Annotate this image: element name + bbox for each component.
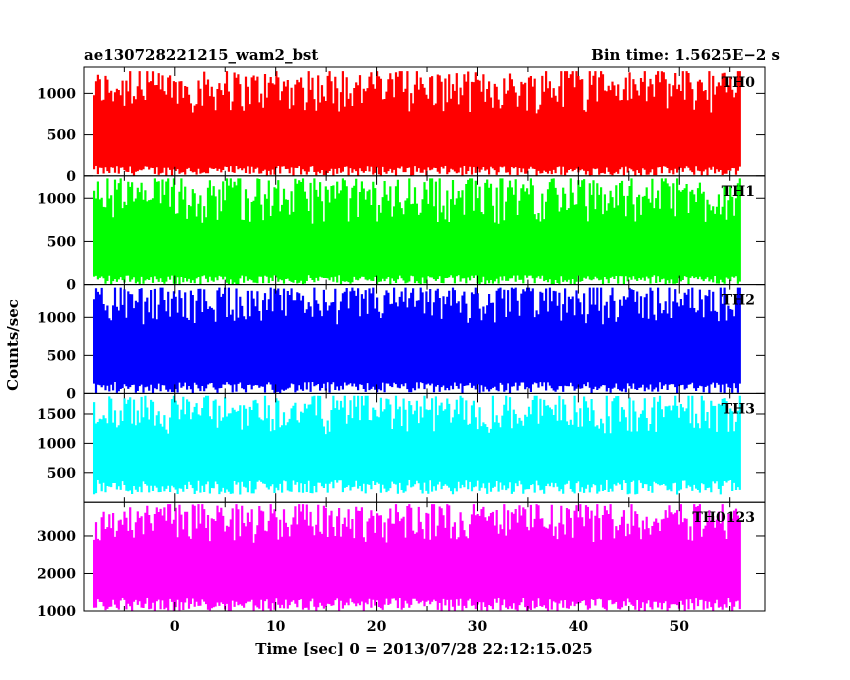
y-tick-label: 1000 [37,604,76,620]
panel-th0123: 1000 2000 3000 TH0123 0 10 20 30 40 50 [37,501,766,635]
y-tick-label: 500 [47,466,76,482]
panel-th3: 500 1000 1500 TH3 [37,392,766,503]
panel-label: TH0123 [692,510,755,526]
x-tick-label: 0 [170,619,180,635]
panel-th1: 0 500 1000 TH1 [37,175,766,294]
panel-label: TH0 [722,75,756,91]
y-tick-label: 0 [66,386,76,402]
panel-label: TH1 [722,184,755,200]
series-fill-th3 [94,452,740,480]
panel-th0: 0 500 1000 TH0 [37,66,766,185]
series-fill-th1 [94,244,740,276]
y-tick-label: 3000 [37,529,76,545]
series-fill-th2 [94,347,740,382]
series-fill-th0123 [94,565,740,598]
y-tick-label: 1000 [37,191,76,207]
x-tick-label: 30 [468,619,488,635]
series-fill-th0 [94,134,740,166]
y-tick-label: 1000 [37,86,76,102]
x-tick-label: 10 [266,619,286,635]
x-axis-label: Time [sec] 0 = 2013/07/28 22:12:15.025 [255,640,592,658]
chart-title: ae130728221215_wam2_bst [84,46,318,64]
y-tick-label: 0 [66,169,76,185]
y-tick-label: 500 [47,128,76,144]
y-tick-label: 1000 [37,310,76,326]
y-tick-label: 1000 [37,436,76,452]
bin-time-label: Bin time: 1.5625E−2 s [591,46,780,64]
panel-label: TH2 [722,293,755,309]
panel-th2: 0 500 1000 TH2 [37,284,766,402]
x-tick-label: 50 [670,619,690,635]
y-tick-label: 500 [47,234,76,250]
y-tick-label: 1500 [37,407,76,423]
y-tick-label: 500 [47,348,76,364]
y-tick-label: 2000 [37,566,76,582]
x-tick-label: 20 [367,619,387,635]
panel-label: TH3 [722,401,755,417]
panel-frame [83,501,766,612]
x-tick-label: 40 [569,619,589,635]
y-axis-label: Counts/sec [4,299,22,391]
y-tick-label: 0 [66,278,76,294]
